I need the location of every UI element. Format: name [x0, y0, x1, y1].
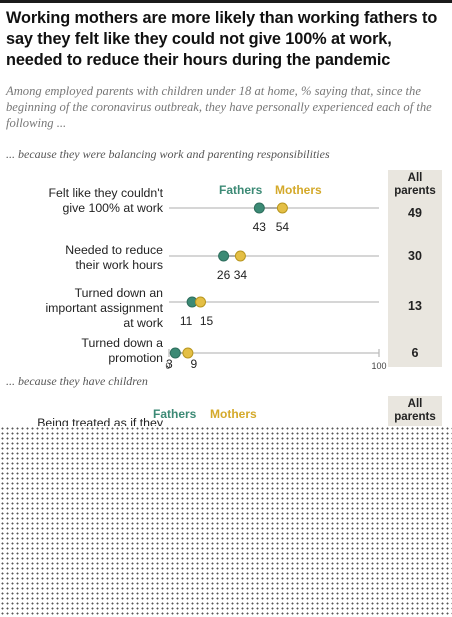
fathers-value-label-4: 3	[166, 357, 173, 371]
mothers-value-label-1: 54	[276, 220, 290, 234]
legend-mothers: Mothers	[275, 183, 322, 197]
axis-tick-label-min: 0	[165, 361, 170, 371]
row-label-2: Needed to reduce their work hours	[65, 243, 163, 272]
fathers-dot-4	[169, 347, 181, 359]
dithered-obscured-region	[0, 426, 452, 617]
fathers-dot-1	[253, 202, 265, 214]
fathers-value-label-2: 26	[217, 268, 231, 282]
mothers-value-label-3: 15	[200, 314, 214, 328]
top-rule	[0, 0, 452, 3]
mothers-value-label-2: 34	[234, 268, 248, 282]
all-parents-column	[388, 170, 442, 367]
mothers-dot-4	[182, 347, 194, 359]
row-label-1: Felt like they couldn't give 100% at wor…	[48, 186, 163, 215]
mothers-value-label-4: 9	[191, 357, 198, 371]
chart-subtitle: Among employed parents with children und…	[6, 84, 432, 130]
fathers-value-label-1: 43	[253, 220, 267, 234]
fathers-value-label-3: 11	[180, 314, 193, 328]
all-parents-value-4: 6	[411, 346, 419, 360]
mothers-dot-3	[195, 296, 206, 308]
row-label-4: Turned down a promotion	[81, 336, 163, 365]
section-label-children: ... because they have children	[6, 374, 148, 388]
legend-fathers: Fathers	[219, 183, 263, 197]
all-parents-header-2: All parents	[394, 398, 436, 423]
fathers-dot-2	[218, 250, 230, 262]
all-parents-value-1: 49	[408, 206, 422, 220]
chart-title: Working mothers are more likely than wor…	[6, 9, 438, 69]
legend-fathers-2: Fathers	[153, 407, 197, 421]
all-parents-value-2: 30	[408, 249, 422, 263]
row-label-3: Turned down an important assignment at w…	[45, 286, 163, 330]
all-parents-value-3: 13	[408, 299, 422, 313]
section-label-balancing: ... because they were balancing work and…	[6, 147, 330, 161]
mothers-dot-1	[276, 202, 288, 214]
legend-mothers-2: Mothers	[210, 407, 257, 421]
all-parents-header: All parents	[394, 172, 436, 197]
axis-tick-label-max: 100	[371, 361, 386, 371]
mothers-dot-2	[234, 250, 246, 262]
